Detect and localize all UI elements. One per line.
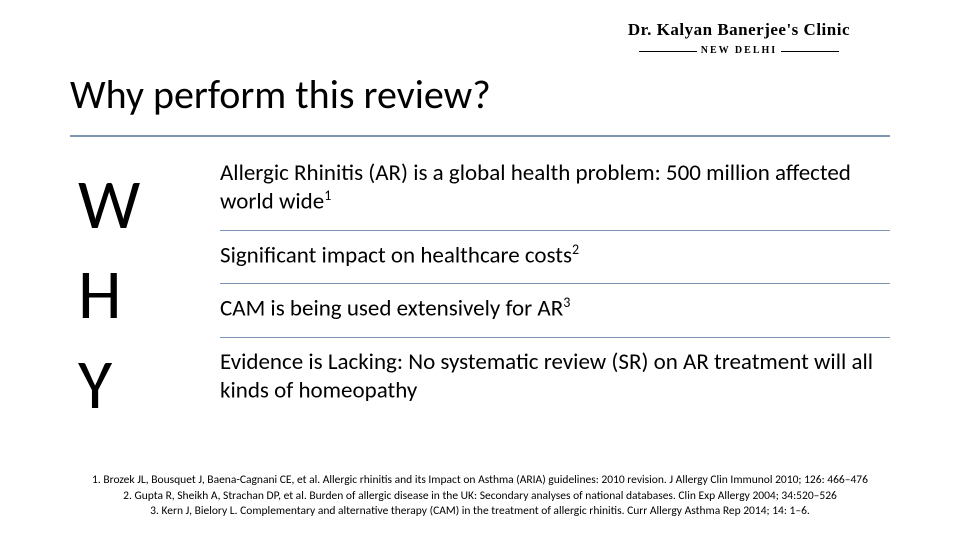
logo-line1: Dr. Kalyan Banerjee's Clinic bbox=[628, 20, 850, 40]
point-4-text: Evidence is Lacking: No systematic revie… bbox=[220, 348, 873, 405]
why-letter-w: W bbox=[70, 159, 180, 249]
why-letter-h: H bbox=[70, 249, 180, 339]
logo-line2: NEW DELHI bbox=[701, 45, 777, 56]
why-column: W H Y bbox=[70, 149, 180, 429]
slide: Dr. Kalyan Banerjee's Clinic NEW DELHI W… bbox=[0, 0, 960, 540]
point-1: Allergic Rhinitis (AR) is a global healt… bbox=[220, 149, 890, 231]
reference-3: 3. Kern J, Bielory L. Complementary and … bbox=[0, 504, 960, 520]
clinic-logo: Dr. Kalyan Banerjee's Clinic NEW DELHI bbox=[628, 20, 850, 58]
point-2-sup: 2 bbox=[572, 241, 579, 258]
point-4: Evidence is Lacking: No systematic revie… bbox=[220, 338, 890, 419]
points-column: Allergic Rhinitis (AR) is a global healt… bbox=[220, 149, 890, 429]
point-3: CAM is being used extensively for AR3 bbox=[220, 284, 890, 338]
references: 1. Brozek JL, Bousquet J, Baena-Cagnani … bbox=[0, 473, 960, 520]
why-letter-y: Y bbox=[70, 339, 180, 429]
content-area: W H Y Allergic Rhinitis (AR) is a global… bbox=[70, 149, 890, 429]
point-2: Significant impact on healthcare costs2 bbox=[220, 231, 890, 285]
point-2-text: Significant impact on healthcare costs bbox=[220, 241, 572, 269]
point-1-text: Allergic Rhinitis (AR) is a global healt… bbox=[220, 159, 851, 216]
point-3-sup: 3 bbox=[563, 294, 570, 311]
reference-2: 2. Gupta R, Sheikh A, Strachan DP, et al… bbox=[0, 489, 960, 505]
point-3-text: CAM is being used extensively for AR bbox=[220, 295, 563, 323]
reference-1: 1. Brozek JL, Bousquet J, Baena-Cagnani … bbox=[0, 473, 960, 489]
point-1-sup: 1 bbox=[324, 187, 331, 204]
